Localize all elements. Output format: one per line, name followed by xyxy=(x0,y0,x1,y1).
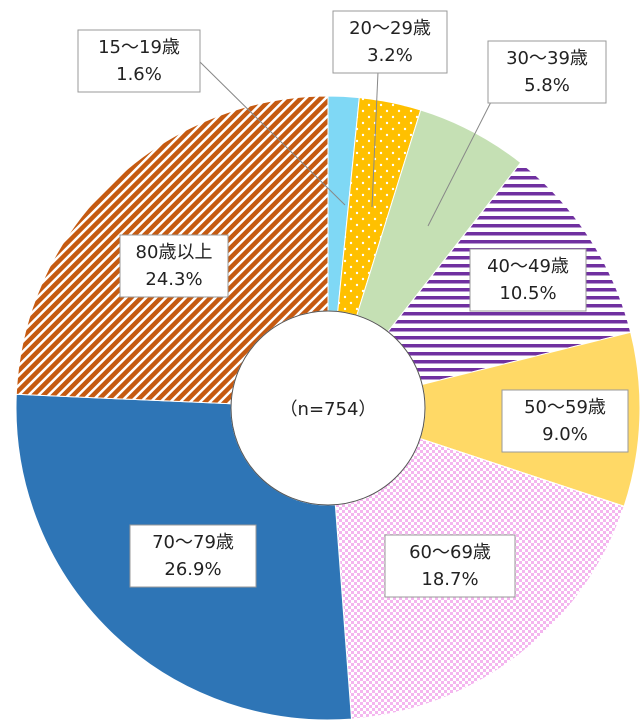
leader-line xyxy=(371,71,379,208)
leader-line xyxy=(199,61,346,206)
category-label: 50～59歳 xyxy=(524,397,606,418)
value-label: 9.0% xyxy=(542,424,588,445)
label-box xyxy=(469,248,587,312)
value-label: 24.3% xyxy=(145,269,202,290)
category-label: 80歳以上 xyxy=(136,242,213,263)
category-label: 60～69歳 xyxy=(409,542,491,563)
category-label: 15～19歳 xyxy=(98,37,180,58)
label-box xyxy=(487,40,607,104)
value-label: 10.5% xyxy=(499,283,556,304)
value-label: 26.9% xyxy=(164,559,221,580)
leader-line xyxy=(427,99,493,227)
value-label: 3.2% xyxy=(367,45,413,66)
label-box xyxy=(501,389,629,453)
label-box xyxy=(129,524,257,588)
label-box xyxy=(332,10,448,74)
label-box xyxy=(384,534,516,598)
value-label: 1.6% xyxy=(116,64,162,85)
category-label: 20～29歳 xyxy=(349,18,431,39)
center-label: （n=754） xyxy=(280,399,377,420)
value-label: 5.8% xyxy=(524,75,570,96)
category-label: 70～79歳 xyxy=(152,532,234,553)
label-box xyxy=(119,234,229,298)
category-label: 40～49歳 xyxy=(487,256,569,277)
label-box xyxy=(77,29,201,93)
value-label: 18.7% xyxy=(421,569,478,590)
donut-hole xyxy=(230,310,426,506)
category-label: 30～39歳 xyxy=(506,48,588,69)
